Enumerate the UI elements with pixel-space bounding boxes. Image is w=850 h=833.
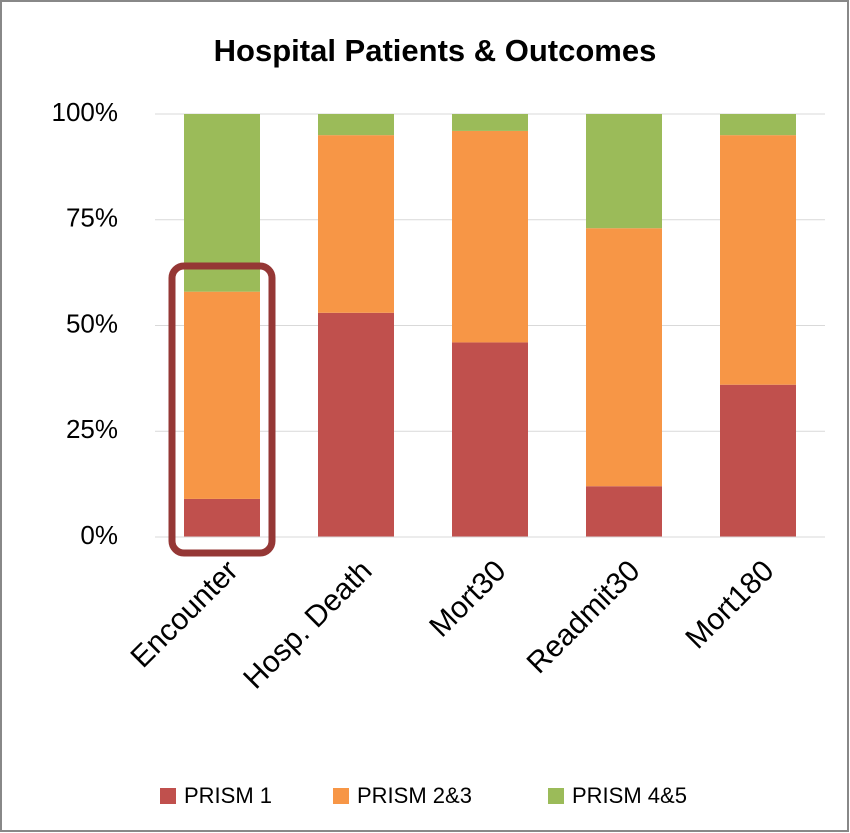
bar-segment [720, 384, 796, 537]
legend-label: PRISM 2&3 [357, 783, 472, 808]
bar-segment [452, 130, 528, 343]
y-tick-label: 25% [66, 414, 118, 444]
bar-segment [184, 291, 260, 499]
bar-segment [318, 114, 394, 136]
legend-label: PRISM 1 [184, 783, 272, 808]
bar-segment [452, 342, 528, 537]
y-tick-label: 50% [66, 308, 118, 338]
chart-title: Hospital Patients & Outcomes [214, 33, 657, 68]
highlight-box [168, 262, 276, 557]
bar-segment [318, 312, 394, 537]
bar-segment [184, 498, 260, 537]
y-tick-label: 0% [80, 520, 118, 550]
bar-segment [586, 486, 662, 537]
bar-segment [586, 114, 662, 229]
legend-label: PRISM 4&5 [572, 783, 687, 808]
y-tick-label: 75% [66, 203, 118, 233]
y-tick-label: 100% [52, 97, 119, 127]
bar-segment [720, 135, 796, 385]
legend-swatch [333, 788, 349, 804]
bar-segment [720, 114, 796, 136]
bar-segment [184, 114, 260, 292]
bar-segment [318, 135, 394, 313]
bar-segment [586, 228, 662, 487]
bar-segment [452, 114, 528, 131]
legend-swatch [160, 788, 176, 804]
legend-swatch [548, 788, 564, 804]
